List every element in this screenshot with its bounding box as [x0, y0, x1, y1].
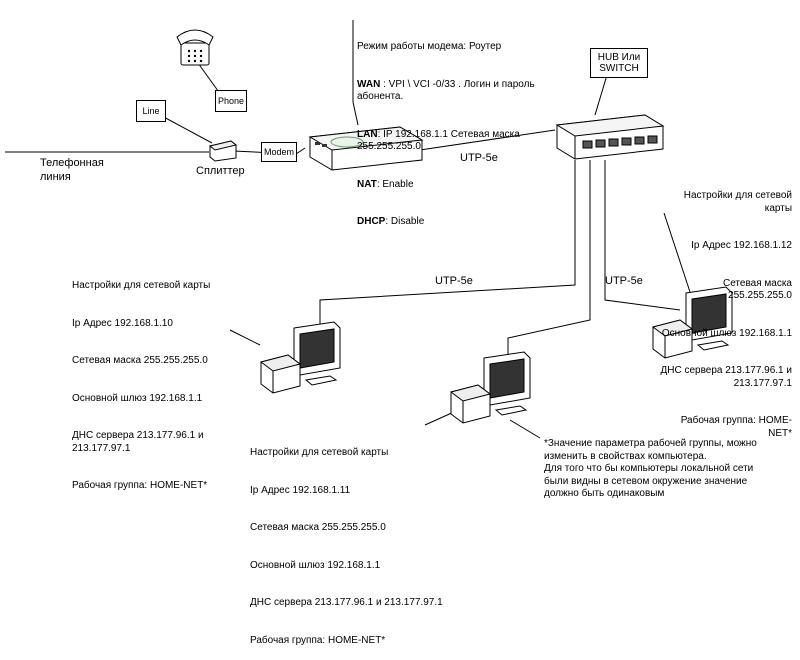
modem-settings-text: Режим работы модема: Роутер WAN : VPI \ …	[357, 16, 567, 241]
pc2-title: Настройки для сетевой карты	[250, 447, 443, 460]
phone-port-box: Phone	[215, 90, 247, 112]
pc1-wg: Рабочая группа: HOME-NET*	[72, 480, 210, 493]
splitter-label: Сплиттер	[196, 165, 245, 179]
pc3-settings: Настройки для сетевой карты Ip Адрес 192…	[652, 165, 792, 453]
pc1-ip: Ip Адрес 192.168.1.10	[72, 318, 210, 331]
pc2-ip: Ip Адрес 192.168.1.11	[250, 485, 443, 498]
modem-mode: Режим работы модема: Роутер	[357, 41, 567, 54]
splitter-icon	[209, 140, 237, 165]
modem-port-box: Modem	[261, 142, 297, 162]
pc1-icon	[258, 320, 343, 400]
pc3-dns: ДНС сервера 213.177.96.1 и 213.177.97.1	[652, 365, 792, 390]
modem-dhcp: DHCP: Disable	[357, 216, 567, 229]
utp-label-left: UTP-5e	[435, 275, 473, 289]
utp-label-right: UTP-5e	[605, 275, 643, 289]
line-port-box: Line	[136, 100, 166, 122]
pc3-ip: Ip Адрес 192.168.1.12	[652, 240, 792, 253]
pc2-settings: Настройки для сетевой карты Ip Адрес 192…	[250, 422, 443, 660]
pc2-dns: ДНС сервера 213.177.96.1 и 213.177.97.1	[250, 597, 443, 610]
modem-lan: LAN: IP 192.168.1.1 Сетевая маска 255.25…	[357, 129, 567, 154]
pc1-mask: Сетевая маска 255.255.255.0	[72, 355, 210, 368]
pc2-mask: Сетевая маска 255.255.255.0	[250, 522, 443, 535]
pc3-wg: Рабочая группа: HOME- NET*	[652, 415, 792, 440]
pc2-icon	[448, 350, 533, 430]
hub-switch-icon	[553, 113, 665, 163]
pc3-title: Настройки для сетевой карты	[652, 190, 792, 215]
modem-wan: WAN : VPI \ VCI -0/33 . Логин и пароль а…	[357, 79, 567, 104]
workgroup-note: *Значение параметра рабочей группы, можн…	[544, 438, 784, 501]
pc3-gw: Основной шлюз 192.168.1.1	[652, 328, 792, 341]
telephone-icon	[175, 25, 215, 67]
pc1-title: Настройки для сетевой карты	[72, 280, 210, 293]
modem-nat: NAT: Enable	[357, 179, 567, 192]
hub-label-box: HUB Или SWITCH	[590, 48, 648, 78]
pc1-dns: ДНС сервера 213.177.96.1 и 213.177.97.1	[72, 430, 210, 455]
phone-line-label: Телефонная линия	[40, 157, 104, 185]
pc3-mask: Сетевая маска 255.255.255.0	[652, 278, 792, 303]
pc2-wg: Рабочая группа: HOME-NET*	[250, 635, 443, 648]
pc1-gw: Основной шлюз 192.168.1.1	[72, 393, 210, 406]
utp-label-top: UTP-5e	[460, 152, 498, 166]
pc2-gw: Основной шлюз 192.168.1.1	[250, 560, 443, 573]
pc1-settings: Настройки для сетевой карты Ip Адрес 192…	[72, 255, 210, 505]
